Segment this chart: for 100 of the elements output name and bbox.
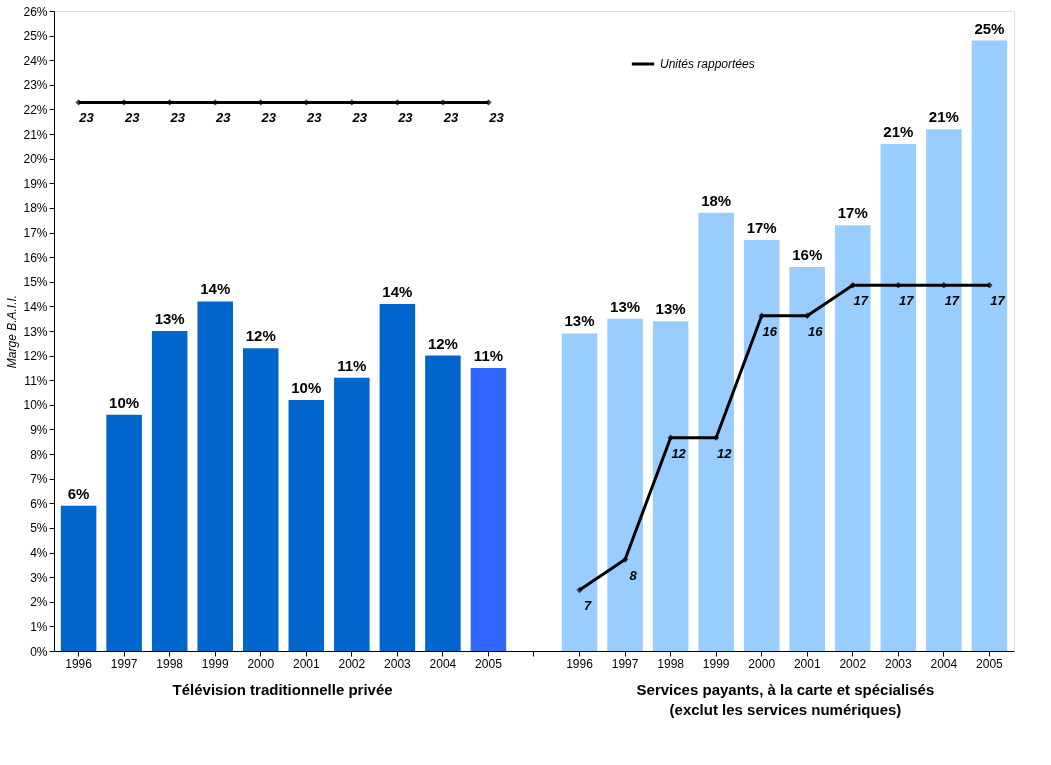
point (758, 312, 765, 319)
bar (425, 355, 461, 651)
data-label: 25% (974, 19, 1005, 37)
data-label: 10% (109, 393, 140, 411)
bar (60, 505, 97, 651)
data-label: 13% (564, 312, 595, 330)
bar (926, 129, 962, 651)
data-label: 12% (245, 327, 276, 345)
y-tick-label: 17% (23, 226, 48, 241)
point (576, 586, 583, 594)
bar (379, 303, 416, 651)
data-label: 16 (762, 323, 778, 339)
data-label: 23 (488, 110, 505, 126)
y-tick-label: 3% (30, 570, 48, 585)
y-tick-label: 14% (23, 299, 48, 314)
y-tick-label: 13% (23, 324, 48, 339)
y-tick-label: 24% (23, 53, 48, 68)
point (986, 282, 993, 289)
point (895, 282, 902, 289)
bar (698, 212, 734, 651)
text: Services payants, à la carte et spécialisés (exclut les services numériques) (636, 681, 935, 718)
y-tick-label: 16% (23, 250, 48, 265)
y-tick-label: 25% (23, 29, 48, 44)
x-tick-label: 1998 (156, 656, 184, 671)
bar (334, 377, 370, 651)
data-label: 12% (427, 334, 458, 352)
data-label: 14% (382, 282, 413, 300)
data-label: 23 (397, 110, 414, 126)
data-label: 12 (671, 445, 687, 461)
bar (971, 40, 1008, 651)
data-label: 16% (792, 246, 823, 263)
x-tick-label: 2001 (793, 656, 821, 671)
bar (607, 318, 643, 651)
data-label: 23 (351, 110, 368, 126)
bar (789, 267, 826, 651)
bar (151, 331, 188, 651)
legend-label: Unités rapportées (660, 57, 755, 71)
y-tick-label: 10% (23, 398, 48, 413)
data-label: 13% (610, 297, 641, 315)
y-tick-label: 11% (24, 373, 48, 388)
data-label: 17 (944, 293, 960, 309)
point (804, 312, 811, 319)
data-label: 13% (154, 310, 185, 327)
y-tick-label: 4% (30, 546, 48, 561)
data-label: 17% (837, 204, 868, 222)
bar (288, 399, 325, 651)
data-label: 8 (629, 567, 638, 583)
x-tick-label: 2000 (247, 656, 275, 671)
y-tick-label: 15% (23, 275, 48, 290)
data-label: 7 (583, 598, 592, 614)
y-tick-label: 0% (30, 644, 48, 659)
x-tick-label: 2004 (930, 656, 958, 671)
bar (743, 239, 780, 651)
data-label: 10% (291, 378, 322, 396)
x-tick-label: 1999 (702, 656, 730, 671)
y-tick-label: 23% (23, 78, 48, 93)
data-label: 17 (853, 293, 869, 309)
x-tick-label: 2003 (884, 656, 912, 671)
y-tick-label: 2% (30, 595, 48, 610)
x-tick-label: 1997 (110, 656, 138, 671)
y-tick-label: 21% (23, 127, 48, 142)
y-tick-label: 5% (30, 521, 48, 536)
bar (880, 143, 917, 651)
data-label: 17% (746, 218, 777, 236)
y-tick-label: 12% (23, 349, 48, 364)
y-axis-title: Marge B.A.I.I. (5, 294, 20, 369)
data-label: 16 (808, 323, 824, 339)
x-tick-label: 2002 (839, 656, 867, 671)
bar (835, 225, 871, 651)
x-tick-label: 1997 (611, 656, 639, 671)
bar (106, 414, 142, 651)
data-label: 23 (260, 110, 277, 126)
y-tick-label: 26% (23, 4, 48, 19)
data-label: 21% (928, 108, 959, 126)
y-tick-label: 1% (30, 619, 48, 634)
data-label: 12 (716, 445, 733, 461)
bar (197, 301, 233, 651)
data-label: 23 (442, 110, 459, 126)
y-tick-label: 22% (23, 102, 48, 117)
bar (561, 333, 598, 651)
y-tick-label: 20% (23, 152, 48, 167)
point (667, 434, 674, 441)
x-tick-label: 2005 (475, 656, 503, 671)
y-tick-label: 9% (30, 422, 48, 437)
x-tick-label: 2000 (748, 656, 776, 671)
data-label: 11% (473, 346, 504, 364)
data-label: 6% (67, 484, 90, 502)
data-label: 23 (78, 110, 95, 126)
point (485, 99, 492, 106)
x-tick-label: 2001 (292, 656, 320, 671)
y-tick-label: 6% (30, 496, 48, 511)
point (713, 434, 720, 441)
data-label: 23 (214, 110, 232, 126)
data-label: 17 (990, 293, 1006, 309)
bar (652, 321, 689, 651)
text: Télévision traditionnelle privée (172, 681, 393, 698)
data-label: 23 (123, 110, 141, 126)
x-tick-label: 1999 (201, 656, 229, 671)
point (849, 282, 856, 289)
data-label: 23 (169, 110, 186, 126)
